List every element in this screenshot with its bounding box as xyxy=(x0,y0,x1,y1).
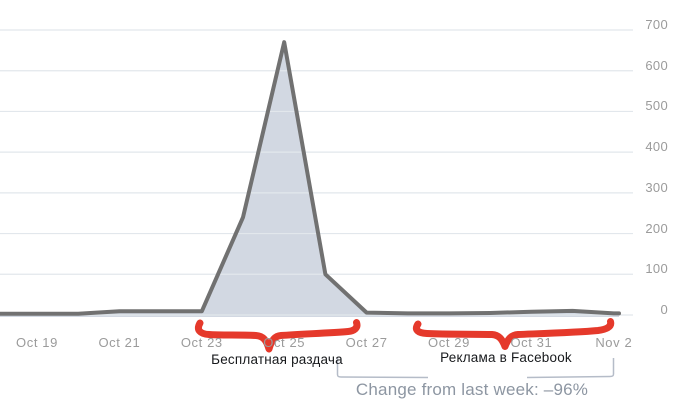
x-axis-tick-label: Nov 2 xyxy=(595,335,633,350)
y-axis-tick-label: 600 xyxy=(645,57,668,73)
annotation-free-giveaway-label: Бесплатная раздача xyxy=(211,352,343,367)
x-axis-tick-label: Oct 25 xyxy=(263,335,306,350)
y-axis-tick-label: 0 xyxy=(660,302,668,317)
x-axis-tick-label: Oct 23 xyxy=(180,335,223,350)
y-axis-tick-label: 200 xyxy=(645,220,668,236)
x-axis-tick-label: Oct 19 xyxy=(16,335,58,350)
change-summary-text: Change from last week: –96% xyxy=(355,380,589,399)
x-axis-tick-label: Oct 31 xyxy=(510,335,553,350)
y-axis-tick-label: 500 xyxy=(645,98,668,114)
gridlines xyxy=(0,29,633,316)
y-axis-tick-label: 400 xyxy=(645,139,668,155)
range-bracket xyxy=(336,358,615,379)
y-axis-tick-label: 700 xyxy=(645,17,668,32)
x-axis-tick-label: Oct 21 xyxy=(98,335,141,350)
annotation-facebook-ads-label: Реклама в Facebook xyxy=(440,350,572,365)
red-marker-underline-free-giveaway xyxy=(194,319,361,353)
y-axis-tick-label: 100 xyxy=(645,261,668,277)
x-axis-tick-label: Oct 27 xyxy=(345,335,388,350)
x-axis-tick-label: Oct 29 xyxy=(428,335,470,350)
area-fill xyxy=(0,42,619,317)
red-marker-underline-facebook-ads xyxy=(413,318,615,350)
y-axis-tick-label: 300 xyxy=(645,179,668,195)
trend-line xyxy=(0,40,621,316)
